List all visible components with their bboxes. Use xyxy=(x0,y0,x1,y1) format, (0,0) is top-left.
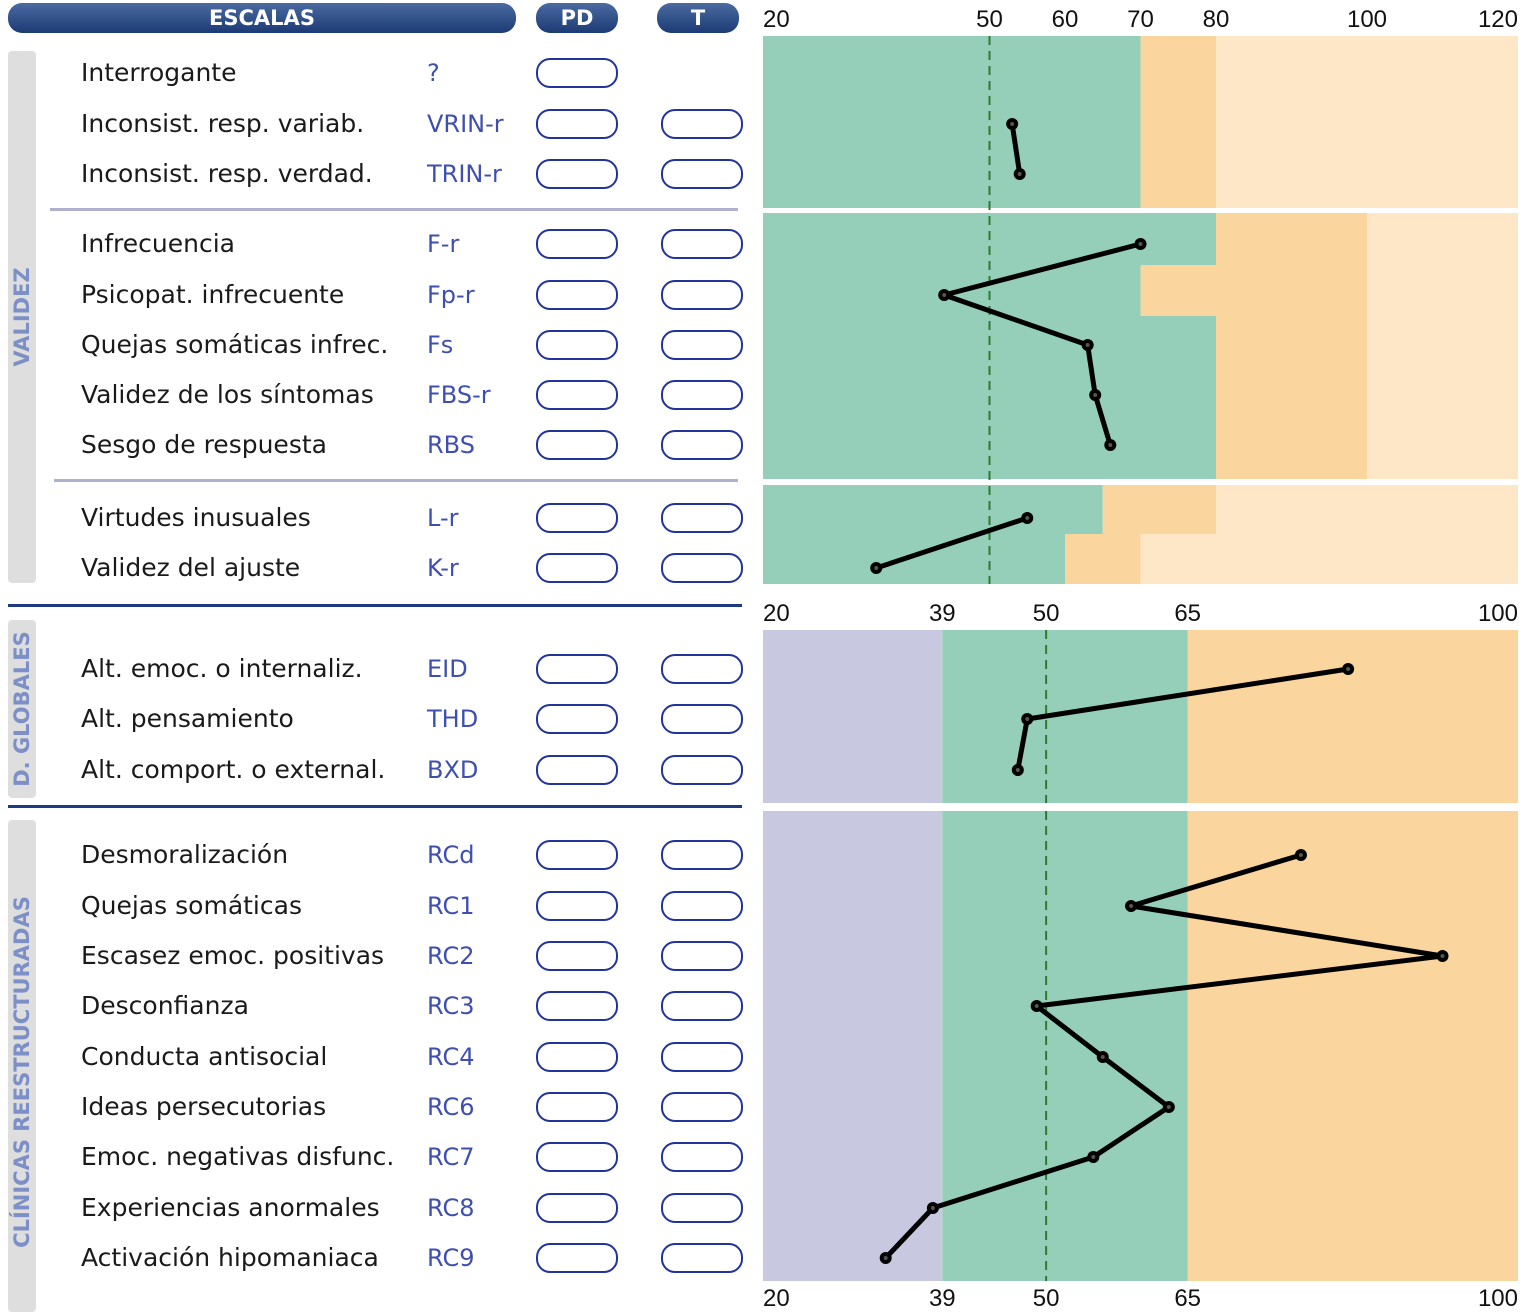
band-elevated xyxy=(1188,811,1518,1281)
data-point-center xyxy=(1091,1155,1095,1159)
band-elevated xyxy=(1216,316,1367,367)
band-normal xyxy=(763,149,1141,208)
data-point-center xyxy=(1441,954,1445,958)
data-point-center xyxy=(1299,853,1303,857)
band-high xyxy=(1216,149,1518,208)
tick-label: 20 xyxy=(763,1285,790,1312)
data-point-center xyxy=(1025,516,1029,520)
data-point-center xyxy=(1346,667,1350,671)
tick-label: 39 xyxy=(929,1285,956,1312)
tick-label: 120 xyxy=(1478,6,1518,33)
tick-label: 65 xyxy=(1174,600,1201,627)
data-point-center xyxy=(942,293,946,297)
band-normal xyxy=(942,811,1187,1281)
data-point-center xyxy=(1093,393,1097,397)
data-point-center xyxy=(1167,1105,1171,1109)
band-normal xyxy=(763,98,1141,149)
tick-label: 70 xyxy=(1127,6,1154,33)
data-point-center xyxy=(1139,242,1143,246)
band-elevated xyxy=(1216,213,1367,265)
band-high xyxy=(1367,420,1518,479)
data-point-center xyxy=(931,1206,935,1210)
band-high xyxy=(1367,316,1518,367)
band-high xyxy=(1367,367,1518,420)
data-point-center xyxy=(1016,768,1020,772)
band-high xyxy=(1216,98,1518,149)
tick-label: 100 xyxy=(1478,1285,1518,1312)
band-high xyxy=(1367,265,1518,316)
data-point-center xyxy=(1035,1004,1039,1008)
data-point-center xyxy=(1108,443,1112,447)
tick-label: 80 xyxy=(1203,6,1230,33)
tick-label: 50 xyxy=(1033,600,1060,627)
band-normal xyxy=(763,534,1065,584)
band-low xyxy=(763,630,942,803)
band-elevated xyxy=(1141,36,1217,98)
band-normal xyxy=(763,485,1103,534)
band-elevated xyxy=(1103,485,1216,534)
tick-label: 100 xyxy=(1347,6,1387,33)
band-elevated xyxy=(1065,534,1141,584)
band-high xyxy=(1216,485,1518,534)
band-normal xyxy=(942,630,1187,803)
band-high xyxy=(1367,213,1518,265)
data-point-center xyxy=(1018,172,1022,176)
tick-label: 20 xyxy=(763,600,790,627)
band-elevated xyxy=(1141,98,1217,149)
band-elevated xyxy=(1141,149,1217,208)
data-point-center xyxy=(1086,343,1090,347)
data-point-center xyxy=(1010,122,1014,126)
band-low xyxy=(763,811,942,1281)
data-point-center xyxy=(884,1256,888,1260)
band-elevated xyxy=(1141,265,1368,316)
tick-label: 50 xyxy=(1033,1285,1060,1312)
tick-label: 20 xyxy=(763,6,790,33)
tick-label: 50 xyxy=(976,6,1003,33)
band-elevated xyxy=(1216,367,1367,420)
data-point-center xyxy=(1129,904,1133,908)
band-elevated xyxy=(1188,630,1518,803)
band-high xyxy=(1141,534,1519,584)
data-point-center xyxy=(1025,717,1029,721)
data-point-center xyxy=(874,566,878,570)
band-high xyxy=(1216,36,1518,98)
tick-label: 65 xyxy=(1174,1285,1201,1312)
tick-label: 100 xyxy=(1478,600,1518,627)
tick-label: 60 xyxy=(1052,6,1079,33)
data-point-center xyxy=(1101,1055,1105,1059)
band-elevated xyxy=(1216,420,1367,479)
band-normal xyxy=(763,36,1141,98)
tick-label: 39 xyxy=(929,600,956,627)
